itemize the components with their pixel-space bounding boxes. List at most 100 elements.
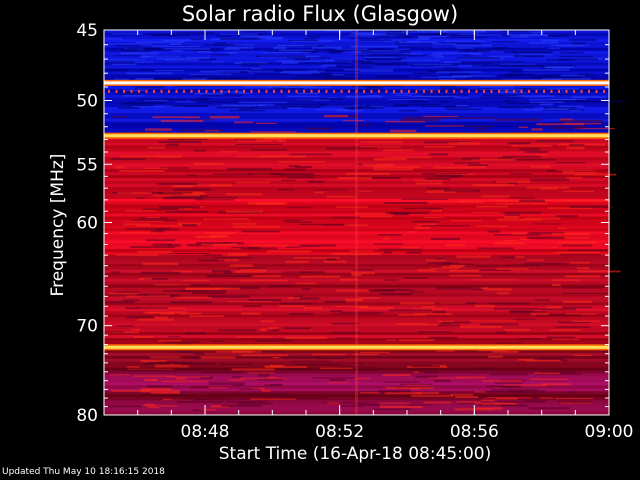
texture-streak xyxy=(386,33,406,35)
texture-streak xyxy=(386,289,415,291)
texture-streak xyxy=(566,146,585,150)
texture-streak xyxy=(428,336,458,339)
texture-streak xyxy=(151,35,190,37)
spectrogram-row xyxy=(104,142,609,146)
texture-streak xyxy=(194,50,220,52)
texture-streak xyxy=(531,88,579,90)
texture-streak xyxy=(154,69,185,72)
spectrogram-row xyxy=(104,225,609,229)
texture-streak xyxy=(284,168,307,171)
texture-streak xyxy=(427,187,450,190)
texture-streak xyxy=(534,299,550,301)
dotted-marker xyxy=(220,89,223,93)
texture-streak xyxy=(349,250,374,252)
y-axis-label: Frequency [MHz] xyxy=(48,153,68,297)
texture-streak xyxy=(250,148,288,151)
texture-streak xyxy=(548,108,571,110)
texture-streak xyxy=(260,320,275,323)
texture-streak xyxy=(417,269,437,272)
texture-streak xyxy=(503,264,541,266)
texture-streak xyxy=(166,143,180,146)
texture-streak xyxy=(176,32,215,34)
texture-streak xyxy=(346,172,391,175)
spectrogram-row xyxy=(104,169,609,173)
texture-streak xyxy=(494,342,523,344)
dotted-marker xyxy=(228,89,230,93)
texture-streak xyxy=(175,296,213,299)
texture-streak xyxy=(150,45,199,48)
spectrogram-row xyxy=(104,166,609,170)
texture-streak xyxy=(119,169,165,172)
dotted-marker xyxy=(595,89,598,93)
spectrogram-row xyxy=(104,41,609,46)
texture-streak xyxy=(525,150,549,153)
texture-streak xyxy=(495,395,526,397)
texture-streak xyxy=(549,247,558,249)
texture-streak xyxy=(528,231,565,235)
texture-streak xyxy=(165,211,209,213)
texture-streak xyxy=(112,63,137,66)
texture-streak xyxy=(455,395,478,399)
texture-streak xyxy=(397,46,431,48)
spectrogram-row xyxy=(104,228,609,232)
texture-streak xyxy=(443,30,486,33)
texture-streak xyxy=(278,304,305,307)
texture-streak xyxy=(267,376,277,379)
texture-streak xyxy=(379,292,413,296)
texture-streak xyxy=(375,75,409,78)
spectrogram-row xyxy=(104,373,609,377)
texture-streak xyxy=(510,70,524,73)
texture-streak xyxy=(562,170,576,173)
texture-streak xyxy=(549,65,576,67)
texture-streak xyxy=(198,408,217,411)
texture-streak xyxy=(373,243,404,245)
texture-streak xyxy=(167,244,181,247)
texture-streak xyxy=(329,378,346,381)
spectrogram-row xyxy=(104,246,609,250)
texture-streak xyxy=(439,85,456,88)
texture-streak xyxy=(176,400,224,403)
texture-streak xyxy=(399,302,435,305)
texture-streak xyxy=(136,197,146,199)
texture-streak xyxy=(569,205,613,208)
spectrogram-row xyxy=(104,178,609,182)
texture-streak xyxy=(309,35,321,38)
texture-streak xyxy=(253,73,290,75)
texture-streak xyxy=(559,55,594,58)
texture-streak xyxy=(229,264,254,267)
texture-streak xyxy=(272,356,283,359)
texture-streak xyxy=(295,166,313,168)
texture-streak xyxy=(494,199,532,202)
texture-streak xyxy=(504,214,521,216)
dotted-marker xyxy=(175,89,178,93)
texture-streak xyxy=(563,190,594,193)
texture-streak xyxy=(264,365,282,367)
texture-streak xyxy=(110,389,151,392)
texture-streak xyxy=(417,35,450,38)
texture-streak xyxy=(502,385,522,389)
texture-streak xyxy=(305,55,320,58)
texture-streak xyxy=(358,39,393,41)
texture-streak xyxy=(549,93,572,96)
texture-streak xyxy=(193,149,207,152)
texture-streak xyxy=(434,174,463,178)
texture-streak xyxy=(562,172,597,174)
texture-streak xyxy=(512,132,534,134)
texture-streak xyxy=(494,242,525,245)
texture-streak xyxy=(162,290,209,292)
y-tick-label: 55 xyxy=(76,155,98,175)
texture-streak xyxy=(557,227,567,230)
texture-streak xyxy=(273,87,305,90)
texture-streak xyxy=(205,130,220,132)
texture-streak xyxy=(189,73,231,75)
texture-streak xyxy=(299,50,344,53)
dotted-marker xyxy=(573,89,575,93)
texture-streak xyxy=(176,377,186,380)
spectrogram-row xyxy=(104,74,609,78)
chart-title: Solar radio Flux (Glasgow) xyxy=(181,2,459,26)
spectrogram-row xyxy=(104,148,609,152)
texture-streak xyxy=(571,42,587,45)
texture-streak xyxy=(108,59,146,61)
texture-streak xyxy=(378,248,423,251)
texture-streak xyxy=(240,64,260,67)
